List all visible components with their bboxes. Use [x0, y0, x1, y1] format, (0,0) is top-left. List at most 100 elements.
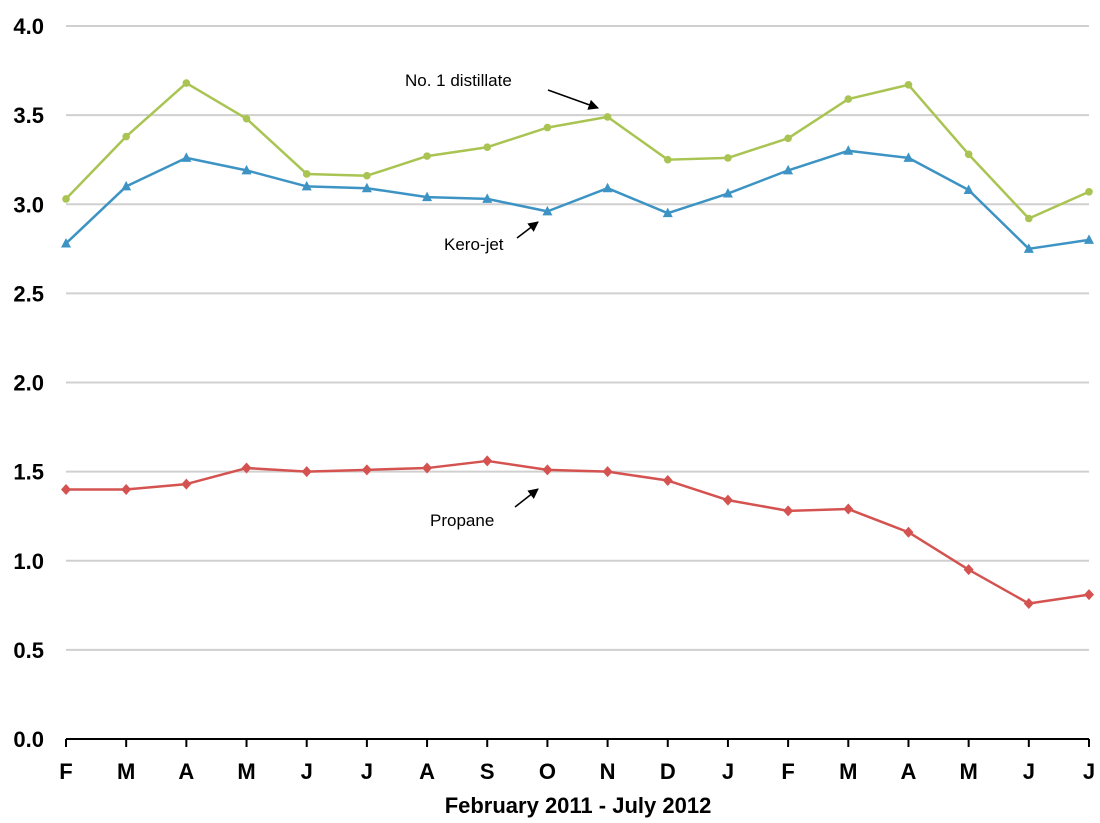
y-tick-label: 4.0: [13, 14, 44, 39]
series-no-1-distillate: [62, 79, 1093, 223]
data-point: [361, 464, 372, 476]
data-point: [482, 455, 493, 467]
data-point: [363, 171, 371, 180]
data-point: [542, 464, 553, 476]
data-point: [783, 505, 794, 517]
data-point: [662, 475, 673, 487]
data-point: [603, 113, 612, 121]
data-point: [61, 483, 71, 495]
data-point: [903, 526, 914, 538]
x-tick-label: A: [178, 759, 194, 784]
data-point: [181, 478, 192, 490]
series-line: [65, 81, 1090, 220]
x-tick-label: M: [117, 759, 135, 784]
series-propane: [61, 455, 1094, 610]
data-point: [301, 466, 312, 478]
data-point: [1084, 234, 1094, 244]
data-point: [483, 143, 492, 152]
data-point: [182, 79, 191, 87]
data-point: [121, 483, 132, 495]
annotation-no1-distillate: No. 1 distillate: [405, 71, 512, 90]
data-point: [844, 95, 853, 103]
data-point: [843, 145, 854, 155]
series-kero-jet: [61, 145, 1094, 253]
data-point: [602, 182, 613, 193]
data-point: [722, 494, 733, 506]
annotation-arrow-kero-jet: [516, 221, 539, 239]
x-tick-label: O: [539, 759, 556, 784]
data-point: [61, 237, 71, 248]
data-point: [964, 150, 973, 159]
y-tick-label: 3.0: [13, 192, 44, 217]
data-point: [1085, 187, 1093, 196]
y-tick-label: 1.5: [13, 460, 44, 485]
series-line: [66, 459, 1090, 605]
series-layer: [61, 79, 1094, 610]
y-axis-tick-labels: 0.0 0.5 1.0 1.5 2.0 2.5 3.0 3.5 4.0: [13, 14, 44, 752]
x-tick-label: J: [722, 759, 734, 784]
data-point: [904, 81, 913, 89]
data-point: [542, 205, 553, 216]
data-point: [1084, 589, 1094, 601]
data-point: [422, 462, 433, 474]
data-point: [302, 170, 311, 178]
y-tick-label: 3.5: [13, 103, 44, 128]
y-tick-label: 1.0: [13, 549, 44, 574]
data-point: [482, 193, 493, 203]
x-axis-title: February 2011 - July 2012: [445, 793, 712, 818]
x-tick-label: F: [59, 759, 72, 784]
data-point: [1023, 243, 1034, 253]
data-point: [1025, 214, 1033, 223]
data-point: [181, 152, 192, 162]
data-point: [122, 132, 130, 141]
x-tick-label: M: [237, 759, 255, 784]
y-tick-label: 2.5: [13, 281, 44, 306]
data-point: [843, 503, 854, 515]
data-point: [722, 188, 733, 198]
annotation-arrow-propane: [514, 488, 539, 508]
data-point: [963, 564, 974, 576]
x-tick-label: J: [301, 759, 313, 784]
data-point: [663, 155, 672, 164]
data-point: [62, 195, 70, 203]
data-point: [241, 164, 252, 175]
data-point: [662, 207, 673, 218]
x-axis: [65, 738, 1090, 747]
x-tick-label: J: [361, 759, 373, 784]
data-point: [784, 134, 792, 143]
data-point: [422, 191, 433, 202]
data-point: [423, 152, 431, 160]
x-tick-label: F: [781, 759, 794, 784]
annotation-propane: Propane: [430, 511, 494, 530]
data-point: [301, 180, 312, 191]
data-point: [241, 462, 252, 474]
annotation-arrow-no1-distillate: [547, 89, 599, 110]
x-tick-label: J: [1023, 759, 1035, 784]
data-point: [724, 154, 732, 162]
grid-lines: [66, 25, 1089, 651]
y-tick-label: 0.5: [13, 638, 44, 663]
annotations: No. 1 distillate Kero-jet Propane: [405, 71, 599, 530]
x-tick-label: J: [1083, 759, 1095, 784]
x-tick-label: M: [839, 759, 857, 784]
y-tick-label: 2.0: [13, 371, 44, 396]
x-tick-label: S: [480, 759, 495, 784]
data-point: [361, 182, 372, 193]
x-tick-label: N: [600, 759, 616, 784]
x-tick-label: D: [660, 759, 676, 784]
data-point: [1023, 598, 1034, 610]
data-point: [963, 184, 974, 194]
data-point: [543, 123, 552, 132]
x-tick-label: A: [901, 759, 917, 784]
data-point: [602, 466, 613, 478]
data-point: [242, 114, 251, 123]
annotation-kero-jet: Kero-jet: [444, 235, 504, 254]
data-point: [783, 164, 794, 175]
series-line: [65, 149, 1090, 251]
x-tick-label: M: [959, 759, 977, 784]
data-point: [121, 180, 132, 191]
y-tick-label: 0.0: [13, 727, 44, 752]
x-tick-label: A: [419, 759, 435, 784]
